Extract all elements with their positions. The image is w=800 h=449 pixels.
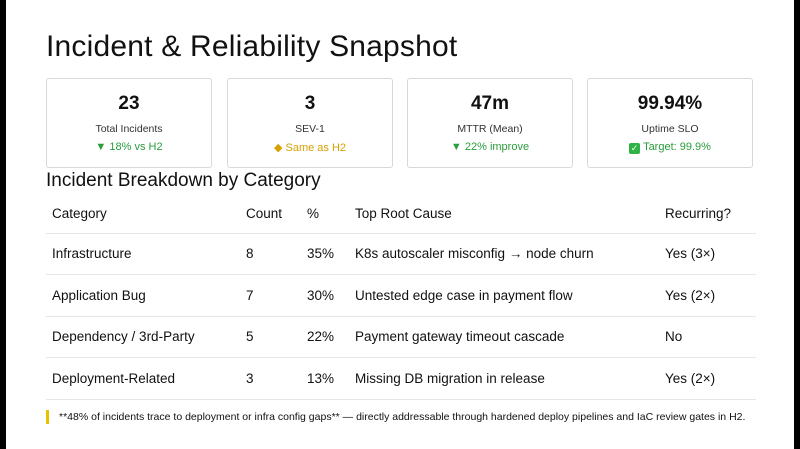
- kpi-delta: ◆ Same as H2: [273, 142, 347, 154]
- kpi-label: MTTR (Mean): [457, 123, 523, 135]
- table-cell: Payment gateway timeout cascade: [349, 316, 659, 358]
- table-cell: Yes (2×): [659, 357, 756, 400]
- check-icon: ✓: [629, 143, 641, 154]
- kpi-delta: ▼ 18% vs H2: [95, 141, 163, 153]
- table-row: Deployment-Related 3 13% Missing DB migr…: [46, 357, 756, 400]
- table-cell: Missing DB migration in release: [349, 357, 659, 400]
- table-row: Dependency / 3rd-Party 5 22% Payment gat…: [46, 316, 756, 358]
- table-cell: 3: [240, 357, 301, 400]
- table-cell: Infrastructure: [46, 233, 240, 275]
- table-cell: 35%: [301, 233, 349, 275]
- table-header-row: Category Count % Top Root Cause Recurrin…: [46, 195, 756, 234]
- table-cell: Yes (2×): [659, 274, 756, 317]
- table-cell: K8s autoscaler misconfig → node churn: [349, 233, 659, 275]
- callout-note: **48% of incidents trace to deployment o…: [46, 410, 756, 424]
- table-cell: Dependency / 3rd-Party: [46, 316, 240, 358]
- breakdown-table: Category Count % Top Root Cause Recurrin…: [46, 195, 756, 400]
- table-cell: 7: [240, 274, 301, 317]
- kpi-value: 3: [304, 93, 316, 114]
- table-cell: 5: [240, 316, 301, 358]
- table-row: Infrastructure 8 35% K8s autoscaler misc…: [46, 233, 756, 275]
- slide: Incident & Reliability Snapshot 23 Total…: [6, 0, 794, 449]
- kpi-card-uptime-slo: 99.94% Uptime SLO ✓ Target: 99.9%: [587, 78, 753, 168]
- table-cell: 8: [240, 233, 301, 275]
- table-cell: No: [659, 316, 756, 358]
- table-cell: 22%: [301, 316, 349, 358]
- kpi-card-mttr: 47m MTTR (Mean) ▼ 22% improve: [407, 78, 573, 168]
- column-header: Recurring?: [659, 195, 756, 234]
- kpi-label: Uptime SLO: [641, 123, 699, 135]
- kpi-delta: ▼ 22% improve: [450, 141, 530, 153]
- kpi-card-total-incidents: 23 Total Incidents ▼ 18% vs H2: [46, 78, 212, 168]
- table-row: Application Bug 7 30% Untested edge case…: [46, 274, 756, 317]
- kpi-value: 47m: [470, 93, 510, 114]
- kpi-row: 23 Total Incidents ▼ 18% vs H2 3 SEV-1 ◆…: [46, 78, 756, 168]
- page-title: Incident & Reliability Snapshot: [46, 30, 458, 63]
- table-cell: 30%: [301, 274, 349, 317]
- column-header: Count: [240, 195, 301, 234]
- kpi-label: SEV-1: [295, 123, 325, 135]
- kpi-label: Total Incidents: [95, 123, 163, 135]
- kpi-value: 23: [118, 93, 140, 114]
- column-header: %: [301, 195, 349, 234]
- table-cell: Deployment-Related: [46, 357, 240, 400]
- table-cell: 13%: [301, 357, 349, 400]
- table-cell: Application Bug: [46, 274, 240, 317]
- kpi-delta-row: ✓ Target: 99.9%: [588, 141, 752, 154]
- column-header: Top Root Cause: [349, 195, 659, 234]
- column-header: Category: [46, 195, 240, 234]
- kpi-card-sev1: 3 SEV-1 ◆ Same as H2: [227, 78, 393, 168]
- section-title: Incident Breakdown by Category: [46, 170, 321, 191]
- kpi-value: 99.94%: [637, 93, 703, 114]
- table-cell: Yes (3×): [659, 233, 756, 275]
- table-cell: Untested edge case in payment flow: [349, 274, 659, 317]
- kpi-delta: Target: 99.9%: [643, 141, 711, 153]
